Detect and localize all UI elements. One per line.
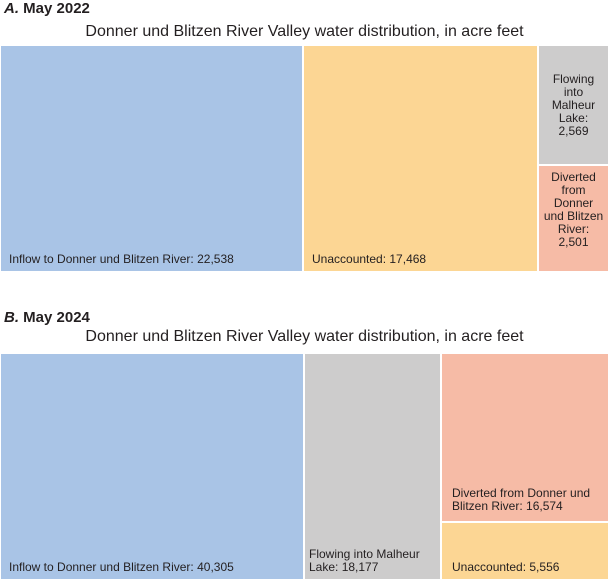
- chart-a-title: Donner und Blitzen River Valley water di…: [85, 23, 524, 40]
- tile-inflow: Inflow to Donner und Blitzen River: 40,3…: [0, 353, 304, 580]
- tile-unaccounted: Unaccounted: 17,468: [303, 45, 538, 272]
- tile-unaccounted: Unaccounted: 5,556: [441, 522, 609, 580]
- tile-label: Inflow to Donner und Blitzen River: 22,5…: [9, 252, 234, 266]
- tile-label: Flowing into Malheur Lake: 18,177: [309, 547, 420, 574]
- tile-inflow: Inflow to Donner und Blitzen River: 22,5…: [0, 45, 303, 272]
- treemap-a: Inflow to Donner und Blitzen River: 22,5…: [0, 45, 609, 272]
- chart-b-title: Donner und Blitzen River Valley water di…: [85, 328, 524, 345]
- tile-diverted: Diverted from Donner und Blitzen River: …: [441, 353, 609, 522]
- tile-label: Diverted from Donner und Blitzen River: …: [543, 170, 604, 249]
- tile-label: Flowing into Malheur Lake: 2,569: [551, 72, 596, 138]
- panel-a-label: A. May 2022: [4, 0, 90, 17]
- tile-malheur: Flowing into Malheur Lake: 2,569: [538, 45, 609, 165]
- panel-a-title: May 2022: [23, 0, 90, 17]
- panel-a-letter: A.: [4, 0, 19, 17]
- tile-malheur: Flowing into Malheur Lake: 18,177: [304, 353, 441, 580]
- panel-b-letter: B.: [4, 309, 19, 326]
- tile-label: Inflow to Donner und Blitzen River: 40,3…: [9, 560, 234, 574]
- tile-diverted: Diverted from Donner und Blitzen River: …: [538, 165, 609, 272]
- tile-label: Diverted from Donner und Blitzen River: …: [452, 486, 591, 513]
- treemap-b: Inflow to Donner und Blitzen River: 40,3…: [0, 353, 609, 580]
- panel-b-label: B. May 2024: [4, 309, 90, 326]
- panel-b-title: May 2024: [23, 309, 90, 326]
- tile-label: Unaccounted: 17,468: [312, 252, 427, 266]
- tile-label: Unaccounted: 5,556: [452, 560, 560, 574]
